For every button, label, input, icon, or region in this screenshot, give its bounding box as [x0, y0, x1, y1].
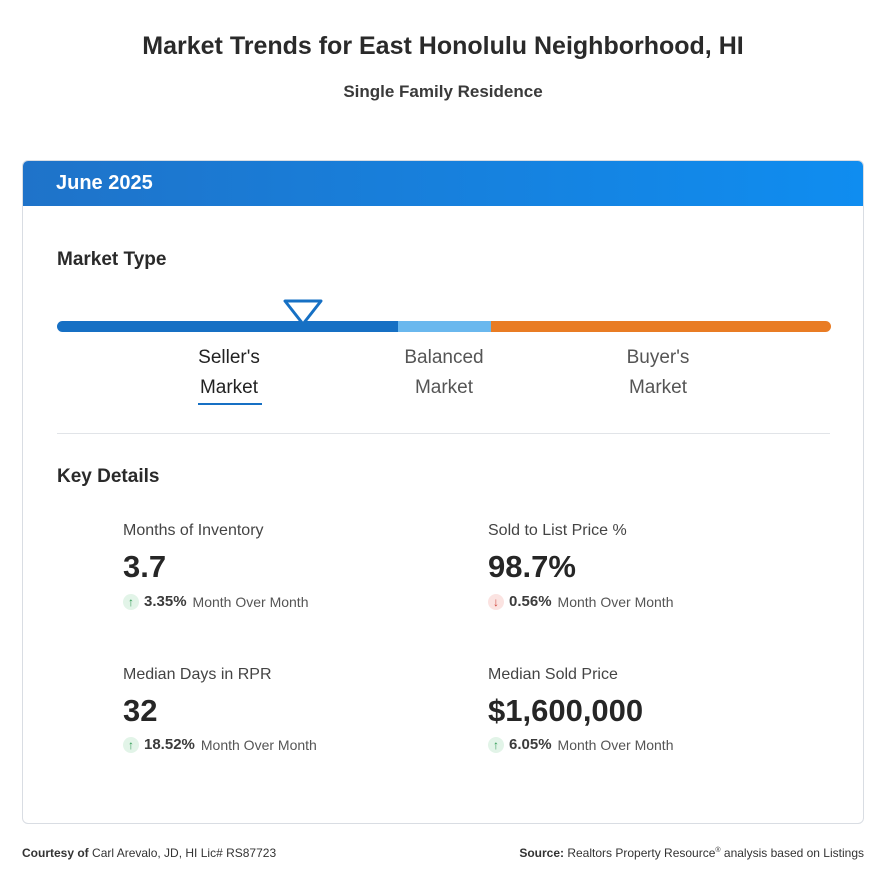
stat-value-inventory: 3.7: [123, 549, 167, 584]
stat-change-period: Month Over Month: [200, 736, 317, 753]
key-details-heading: Key Details: [57, 466, 160, 487]
courtesy-label: Courtesy of: [22, 846, 89, 860]
seller-market-bar: [57, 321, 398, 332]
stat-change-median-sold-price: ↑ 6.05% Month Over Month: [488, 736, 673, 753]
page-subtitle: Single Family Residence: [343, 82, 543, 101]
market-type-balanced: Balanced Market: [364, 343, 524, 403]
market-type-heading: Market Type: [57, 249, 167, 270]
arrow-up-icon: ↑: [123, 593, 139, 610]
stat-change-period: Month Over Month: [557, 736, 674, 753]
arrow-up-icon: ↑: [123, 736, 139, 753]
stat-change-period: Month Over Month: [557, 593, 674, 610]
active-market-underline: [198, 403, 262, 405]
source-label: Source:: [519, 846, 564, 860]
market-type-sellers-line2: Market: [199, 377, 259, 398]
stat-label-inventory: Months of Inventory: [123, 522, 264, 539]
buyer-market-bar: [491, 321, 831, 332]
stat-change-value: 18.52%: [144, 736, 195, 753]
market-type-buyers: Buyer's Market: [578, 343, 738, 403]
source-text-2: analysis based on Listings: [720, 846, 864, 860]
stat-change-sold-to-list: ↓ 0.56% Month Over Month: [488, 593, 673, 610]
market-type-sellers-line1: Seller's: [198, 347, 260, 368]
market-trends-card: June 2025 Market Type Seller's Market Ba…: [22, 160, 864, 824]
section-divider: [57, 433, 830, 434]
registered-mark: ®: [715, 847, 721, 854]
stat-change-inventory: ↑ 3.35% Month Over Month: [123, 593, 308, 610]
market-type-buyers-line1: Buyer's: [626, 347, 690, 368]
market-type-balanced-line2: Market: [414, 377, 474, 398]
stat-change-value: 6.05%: [509, 736, 552, 753]
stat-change-period: Month Over Month: [192, 593, 309, 610]
courtesy-text: Carl Arevalo, JD, HI Lic# RS87723: [92, 846, 277, 860]
arrow-down-icon: ↓: [488, 593, 504, 610]
page-title: Market Trends for East Honolulu Neighbor…: [142, 32, 744, 60]
stat-label-median-sold-price: Median Sold Price: [488, 666, 618, 683]
triangle-marker-icon: [283, 299, 323, 326]
stat-value-median-sold-price: $1,600,000: [488, 693, 644, 728]
balanced-market-bar: [398, 321, 491, 332]
footer-courtesy: Courtesy of Carl Arevalo, JD, HI Lic# RS…: [22, 846, 276, 860]
market-type-sellers: Seller's Market: [149, 343, 309, 403]
stat-change-median-days: ↑ 18.52% Month Over Month: [123, 736, 317, 753]
stat-change-value: 0.56%: [509, 593, 552, 610]
footer-source: Source: Realtors Property Resource® anal…: [519, 846, 864, 860]
arrow-up-icon: ↑: [488, 736, 504, 753]
market-type-buyers-line2: Market: [628, 377, 688, 398]
stat-value-median-days: 32: [123, 693, 158, 728]
source-text: Realtors Property Resource: [567, 846, 716, 860]
stat-label-sold-to-list: Sold to List Price %: [488, 522, 627, 539]
period-label: June 2025: [56, 172, 153, 194]
stat-value-sold-to-list: 98.7%: [488, 549, 576, 584]
stat-change-value: 3.35%: [144, 593, 187, 610]
card-header: June 2025: [23, 161, 863, 206]
market-type-balanced-line1: Balanced: [404, 347, 484, 368]
stat-label-median-days: Median Days in RPR: [123, 666, 272, 683]
